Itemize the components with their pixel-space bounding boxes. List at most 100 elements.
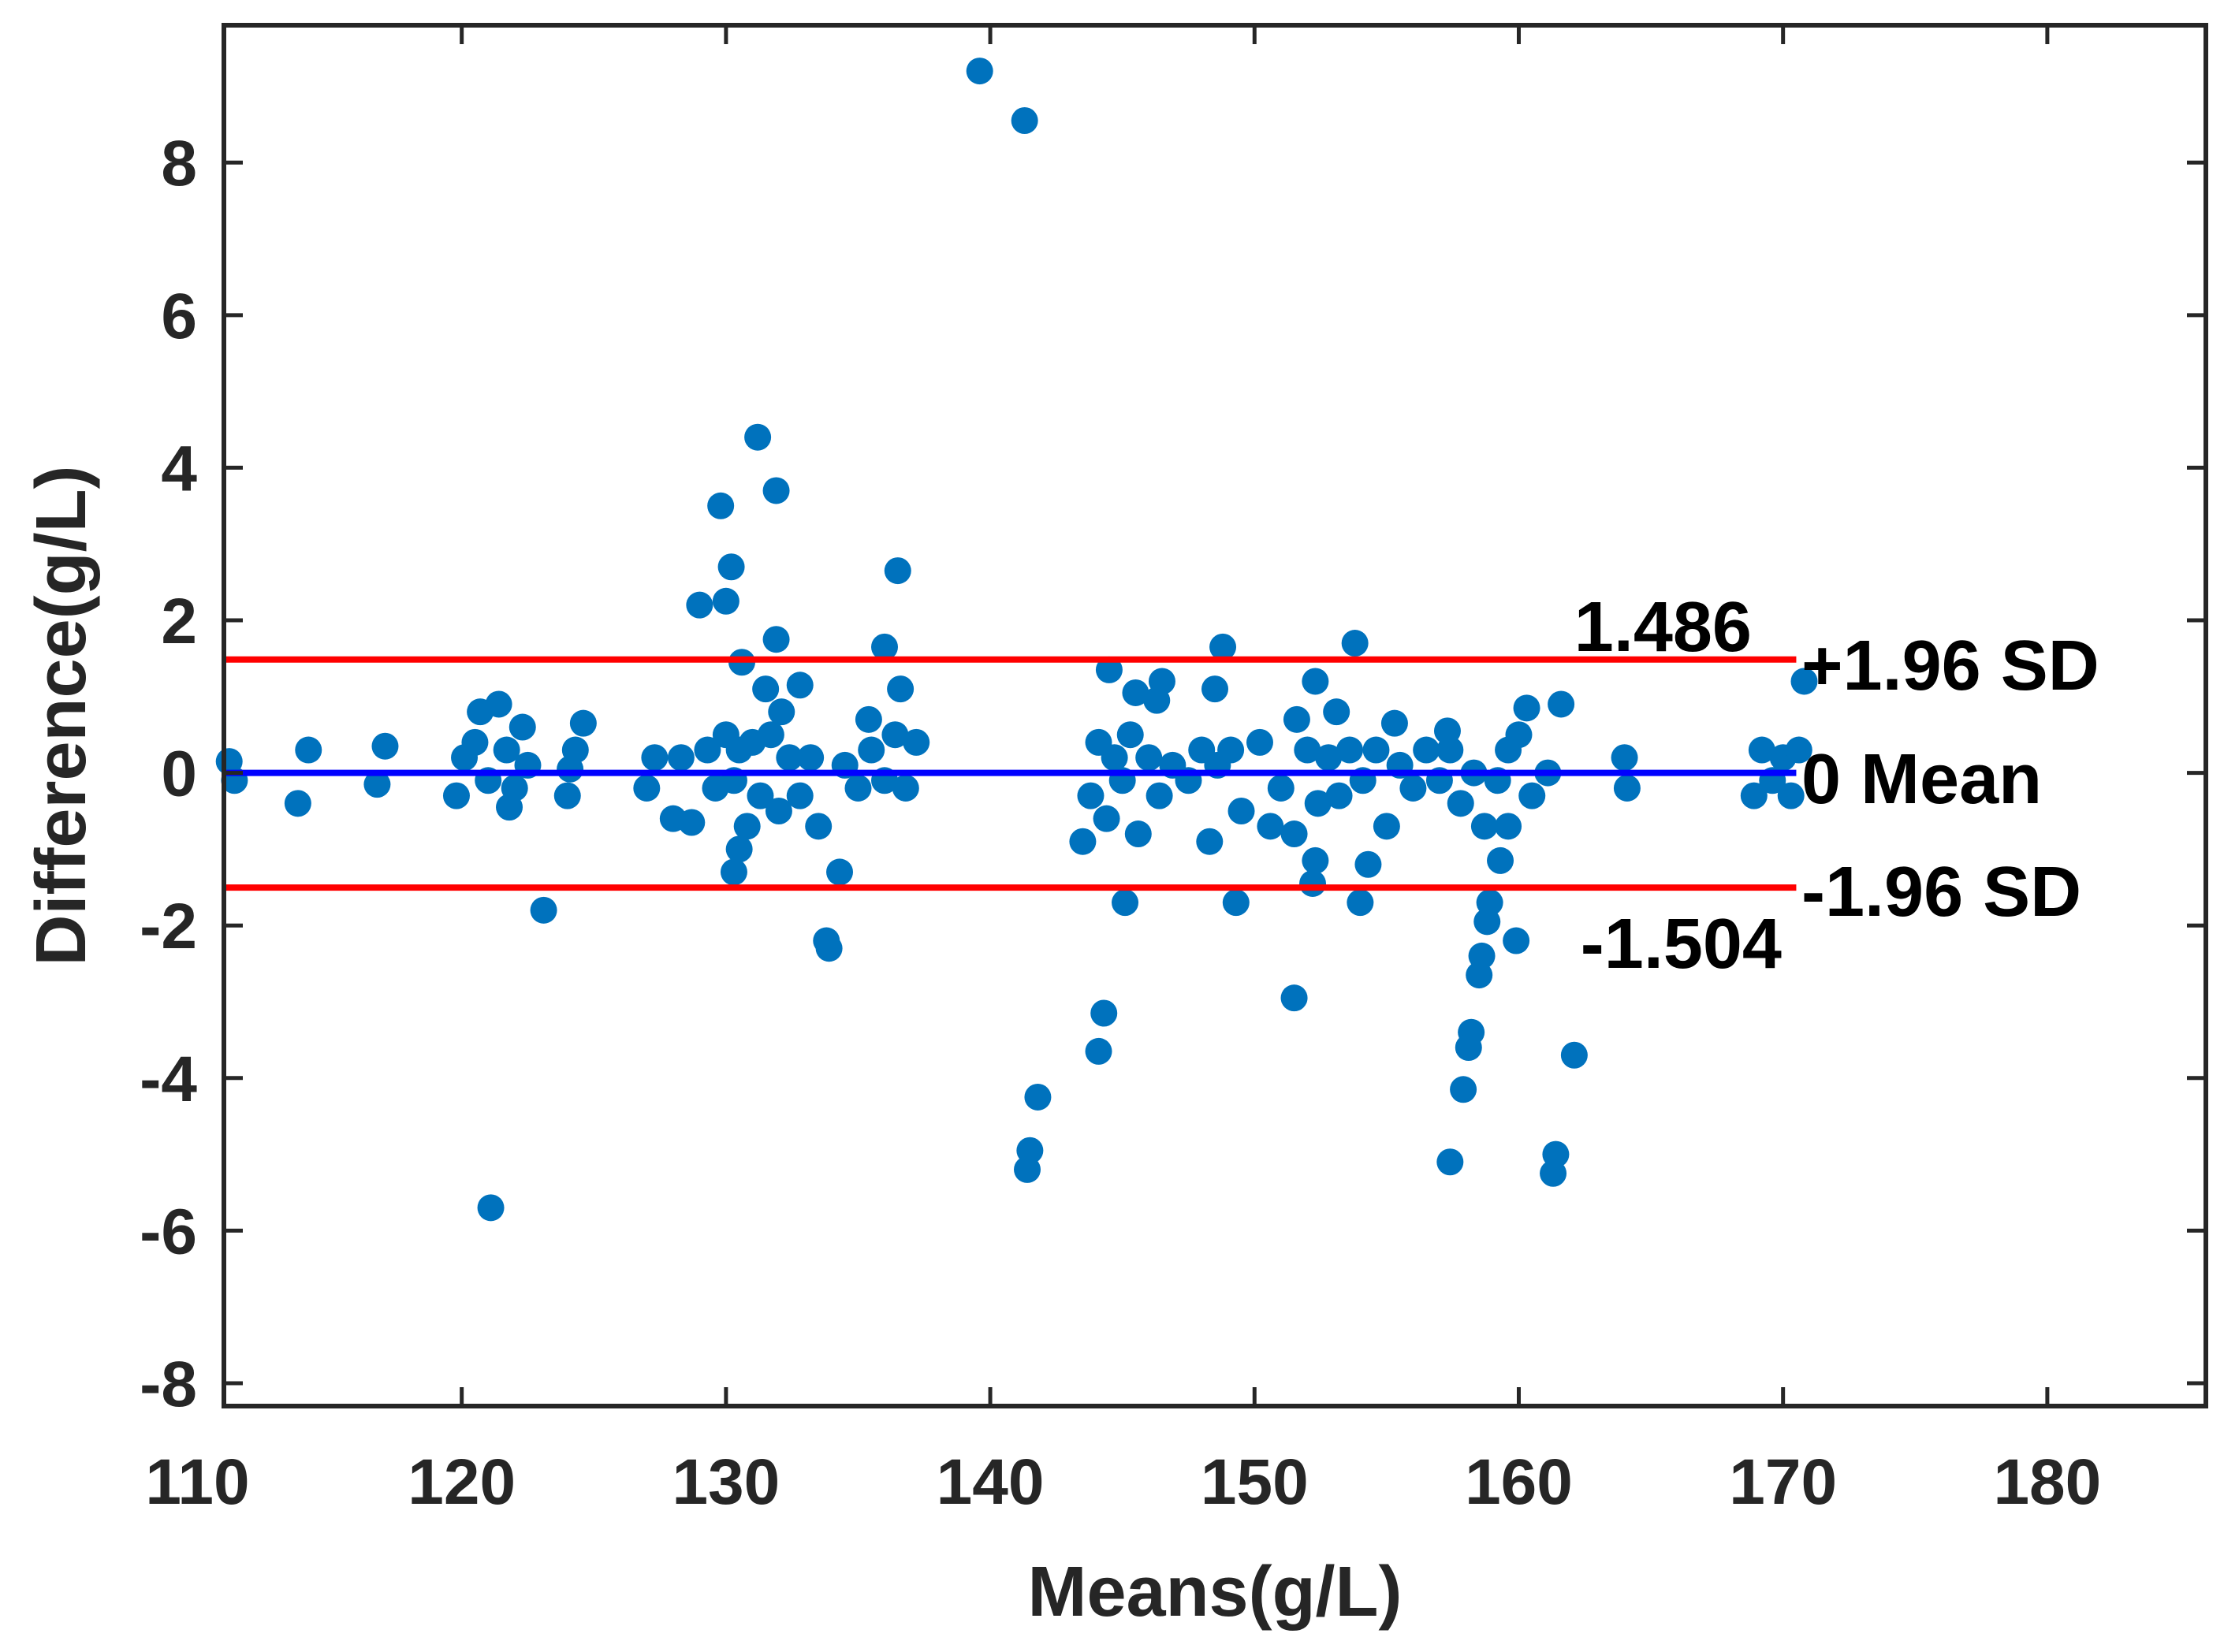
data-point [725,835,753,863]
data-point [1257,813,1284,840]
data-point [747,782,774,809]
x-tick-label: 160 [1465,1446,1573,1518]
data-point [1217,736,1245,764]
data-point [966,58,993,85]
data-point [1473,908,1501,936]
data-point [1495,813,1522,840]
data-point [1283,705,1310,733]
data-point [1135,744,1163,772]
data-point [1124,820,1152,848]
y-tick-label: 2 [161,586,197,657]
data-point [477,1194,505,1222]
y-tick-label: -2 [140,891,197,962]
x-tick-label: 180 [1993,1446,2101,1518]
data-point [1299,869,1327,897]
data-point [496,794,523,821]
data-point [493,736,520,764]
axes-frame [222,23,2208,1408]
data-point [1069,828,1097,855]
data-point [694,736,721,764]
data-point [1024,1083,1052,1111]
axis-ticks: 110 120 130 140 150 160 170 180 -8 -6 -4 -2 0 2 4 6 8 [140,25,2206,1518]
data-point [1302,846,1329,874]
plot-area [224,25,2206,1406]
data-point [363,771,391,798]
data-point [1143,686,1171,714]
data-point [1548,690,1575,718]
data-point [1085,1037,1112,1065]
data-point [371,732,399,760]
x-axis-label: Means(g/L) [1027,1553,1402,1632]
data-point [1095,656,1123,683]
data-point [1450,1076,1477,1103]
data-point [1280,984,1308,1012]
data-point [467,698,494,726]
data-point [1302,668,1329,695]
data-point [752,675,780,703]
data-point [461,728,489,756]
data-point [1373,813,1400,840]
data-point [768,698,795,726]
data-point [1455,1034,1482,1062]
x-tick-label: 150 [1201,1446,1309,1518]
data-point [1785,736,1812,764]
data-point [1436,1148,1464,1176]
data-point [1093,805,1120,832]
x-tick-label: 120 [408,1446,516,1518]
y-tick-label: 6 [161,281,197,352]
data-point [1487,846,1514,874]
data-point [1513,694,1540,722]
data-point [509,713,536,741]
data-point [1122,679,1149,706]
data-point [707,492,735,519]
data-point [1362,736,1390,764]
x-tick-label: 170 [1729,1446,1837,1518]
data-point [805,813,833,840]
data-point [1112,889,1139,917]
data-point [1447,790,1474,817]
reference-lines [224,656,1797,891]
y-tick-label: 4 [161,433,197,504]
data-point [717,553,745,581]
x-tick-label: 130 [672,1446,780,1518]
data-point [1354,850,1382,878]
data-point [1246,728,1273,756]
data-point [1077,782,1105,809]
lower-limit-value-label: -1.504 [1581,905,1782,984]
data-point [1336,736,1363,764]
data-point [813,927,840,954]
data-point [1399,774,1427,802]
y-tick-label: 8 [161,128,197,199]
upper-limit-value-label: 1.486 [1574,588,1752,667]
data-point [892,774,919,802]
data-point [757,721,784,749]
data-point [858,736,885,764]
data-point [1347,889,1374,917]
y-tick-label: 0 [161,739,197,810]
data-point [678,809,706,836]
data-point [1196,828,1224,855]
data-point [1613,774,1641,802]
data-point [1470,813,1498,840]
data-point [667,744,695,772]
data-point [844,774,872,802]
data-point [1267,774,1295,802]
data-point [1323,698,1350,726]
data-point [1560,1041,1588,1069]
data-point [530,896,557,924]
data-point [1090,999,1118,1027]
data-point [1503,927,1530,954]
data-point [1341,630,1369,657]
data-point [1505,721,1533,749]
data-point [1014,1155,1041,1183]
data-point [1777,782,1805,809]
data-point [1413,736,1440,764]
data-point [1294,736,1321,764]
data-point [712,587,739,615]
data-point [1540,1159,1567,1187]
data-point [887,675,915,703]
y-axis-label: Difference(g/L) [22,465,101,966]
data-point [1466,962,1493,989]
data-point [1201,675,1228,703]
